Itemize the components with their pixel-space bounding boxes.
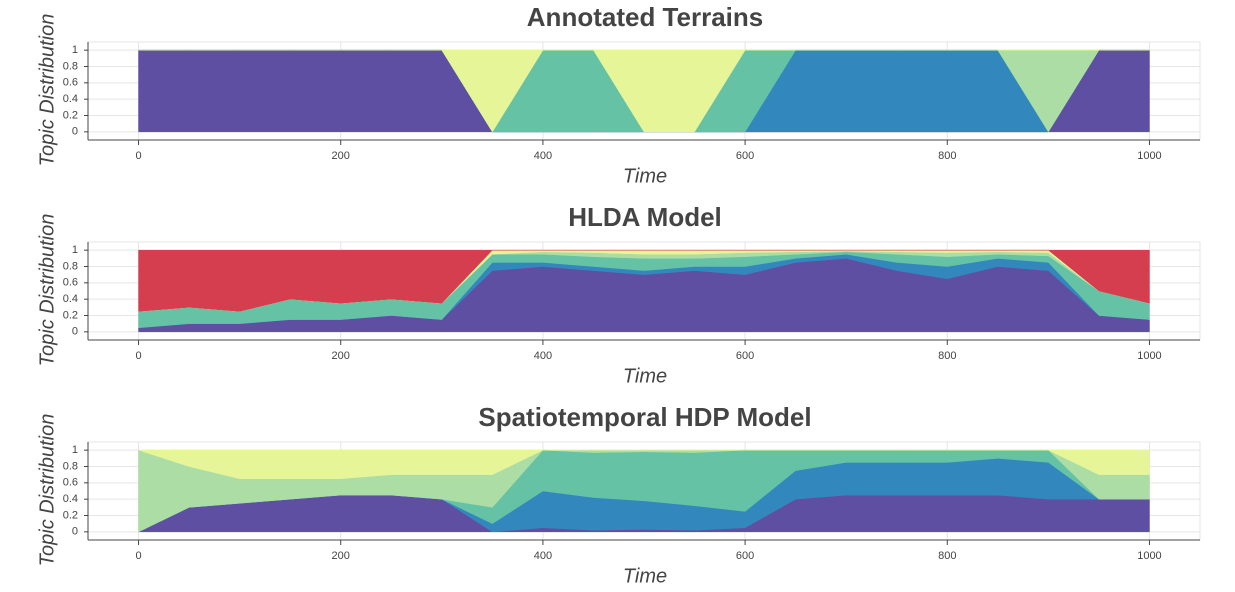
- x-tick-label: 1000: [1137, 550, 1161, 562]
- x-tick-label: 1000: [1137, 350, 1161, 362]
- x-tick-label: 800: [938, 350, 956, 362]
- chart-title: Annotated Terrains: [527, 2, 763, 32]
- y-tick-label: 0.8: [63, 260, 78, 272]
- chart-panel: HLDA Model Time Topic Distribution 0 0.2 0.4 0…: [36, 202, 1201, 387]
- x-tick-label: 200: [332, 550, 350, 562]
- y-tick-label: 0: [72, 326, 78, 338]
- y-tick-label: 0.6: [63, 477, 78, 489]
- y-tick-label: 0.2: [63, 509, 78, 521]
- y-tick-label: 0.6: [63, 77, 78, 89]
- x-tick-label: 0: [135, 550, 141, 562]
- y-tick-label: 0.6: [63, 277, 78, 289]
- x-tick-label: 600: [736, 550, 754, 562]
- x-tick-label: 800: [938, 150, 956, 162]
- y-tick-label: 0.4: [63, 293, 78, 305]
- y-axis-label: Topic Distribution: [36, 214, 58, 367]
- y-tick-label: 0.2: [63, 309, 78, 321]
- x-axis-label: Time: [623, 165, 667, 187]
- y-tick-label: 1: [72, 44, 78, 56]
- y-tick-label: 1: [72, 444, 78, 456]
- y-tick-label: 0.8: [63, 60, 78, 72]
- chart-title: HLDA Model: [568, 202, 722, 232]
- chart-panel: Spatiotemporal HDP Model Time Topic Distri…: [36, 402, 1201, 587]
- area: [138, 449, 1150, 479]
- y-tick-label: 0.8: [63, 460, 78, 472]
- y-tick-label: 0.4: [63, 493, 78, 505]
- y-tick-label: 1: [72, 244, 78, 256]
- y-tick-label: 0: [72, 126, 78, 138]
- x-tick-label: 1000: [1137, 150, 1161, 162]
- y-axis-label: Topic Distribution: [36, 14, 58, 167]
- x-tick-label: 200: [332, 150, 350, 162]
- y-axis-label: Topic Distribution: [36, 414, 58, 567]
- x-tick-label: 400: [534, 150, 552, 162]
- x-tick-label: 400: [534, 550, 552, 562]
- chart-title: Spatiotemporal HDP Model: [478, 402, 811, 432]
- y-tick-label: 0.2: [63, 109, 78, 121]
- chart-panel: Annotated Terrains Time Topic Distribution…: [36, 2, 1201, 187]
- y-tick-label: 0: [72, 526, 78, 538]
- x-tick-label: 0: [135, 150, 141, 162]
- area: [138, 49, 1150, 133]
- x-tick-label: 200: [332, 350, 350, 362]
- x-tick-label: 400: [534, 350, 552, 362]
- x-tick-label: 800: [938, 550, 956, 562]
- x-tick-label: 0: [135, 350, 141, 362]
- x-axis-label: Time: [623, 565, 667, 587]
- x-tick-label: 600: [736, 150, 754, 162]
- x-axis-label: Time: [623, 365, 667, 387]
- area: [138, 249, 1150, 312]
- x-tick-label: 600: [736, 350, 754, 362]
- y-tick-label: 0.4: [63, 93, 78, 105]
